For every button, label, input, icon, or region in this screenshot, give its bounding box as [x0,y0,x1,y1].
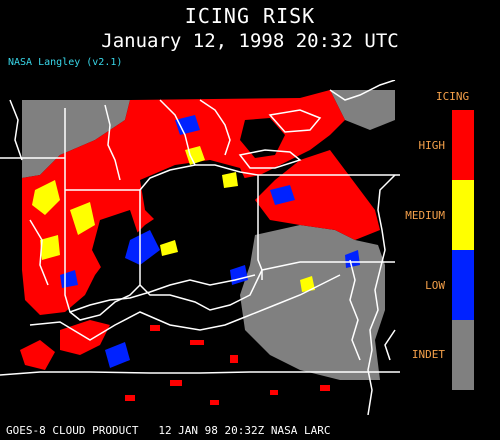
icing-risk-map [0,80,400,415]
map-title: ICING RISK [184,4,316,28]
product-footer: GOES-8 CLOUD PRODUCT 12 JAN 98 20:32Z NA… [6,424,331,437]
scattered-high-cells [125,325,330,405]
legend-label-medium: MEDIUM [405,209,445,222]
icing-legend-colorbar [452,110,474,390]
clear-sky-region [92,118,285,275]
legend-swatch-indet [452,320,474,390]
map-timestamp: January 12, 1998 20:32 UTC [101,30,399,52]
medium-icing-region [32,146,315,292]
legend-swatch-medium [452,180,474,250]
legend-label-low: LOW [425,279,445,292]
legend-swatch-low [452,250,474,320]
legend-swatch-high [452,110,474,180]
state-borders [0,80,400,415]
credit-label: NASA Langley (v2.1) [8,57,123,68]
legend-label-high: HIGH [418,139,446,152]
legend-label-indet: INDET [411,348,445,361]
legend-title: ICING [436,90,470,103]
